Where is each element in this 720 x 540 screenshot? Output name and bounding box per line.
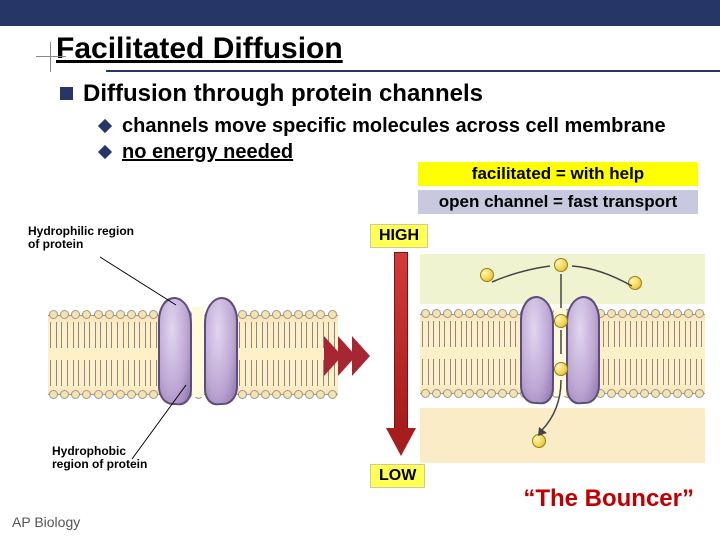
channel-half-right [566, 295, 600, 405]
molecule-icon [554, 362, 568, 376]
heading-row: Diffusion through protein channels [60, 80, 690, 108]
figure-left: Hydrophilic region of protein Hydrophobi… [28, 225, 338, 490]
top-navy-bar [0, 0, 720, 26]
channel-half-left [520, 295, 554, 405]
molecule-icon [554, 258, 568, 272]
bullet-1-text: channels move specific molecules across … [122, 114, 666, 138]
channel-protein-right [520, 296, 600, 406]
sub-bullets: channels move specific molecules across … [60, 114, 690, 164]
heading-text: Diffusion through protein channels [83, 80, 483, 108]
hydrophilic-label: Hydrophilic region of protein [28, 225, 138, 251]
channel-half-left [158, 296, 192, 406]
molecule-icon [480, 268, 494, 282]
square-bullet-icon [60, 87, 73, 100]
diamond-bullet-icon [98, 119, 112, 133]
bullet-2: no energy needed [100, 140, 690, 164]
content-block: Diffusion through protein channels chann… [0, 72, 720, 164]
footer-text: AP Biology [12, 514, 80, 530]
hydrophobic-label: Hydrophobic region of protein [52, 445, 162, 471]
facilitated-label: facilitated = with help [418, 162, 698, 186]
channel-pore [192, 307, 204, 397]
chevron-arrow-icon [324, 336, 380, 376]
red-down-arrow-icon [386, 252, 416, 462]
channel-protein-left [158, 297, 238, 407]
open-channel-label: open channel = fast transport [418, 190, 698, 214]
arrow-head [386, 428, 416, 456]
diamond-bullet-icon [98, 145, 112, 159]
title-area: Facilitated Diffusion [0, 26, 720, 72]
molecule-icon [554, 314, 568, 328]
high-badge: HIGH [370, 224, 428, 248]
bg-bot [420, 408, 705, 463]
molecule-icon [532, 434, 546, 448]
title-rule [106, 70, 720, 72]
bullet-1: channels move specific molecules across … [100, 114, 690, 138]
channel-half-right [204, 296, 238, 406]
low-badge: LOW [370, 464, 425, 488]
chevron-3 [352, 336, 370, 376]
bouncer-text: “The Bouncer” [523, 485, 694, 513]
right-labels: facilitated = with help open channel = f… [418, 162, 698, 218]
figure-right [420, 254, 705, 474]
arrow-shaft [394, 252, 408, 430]
molecule-icon [628, 276, 642, 290]
slide-title: Facilitated Diffusion [56, 32, 720, 66]
bullet-2-text: no energy needed [122, 140, 293, 164]
